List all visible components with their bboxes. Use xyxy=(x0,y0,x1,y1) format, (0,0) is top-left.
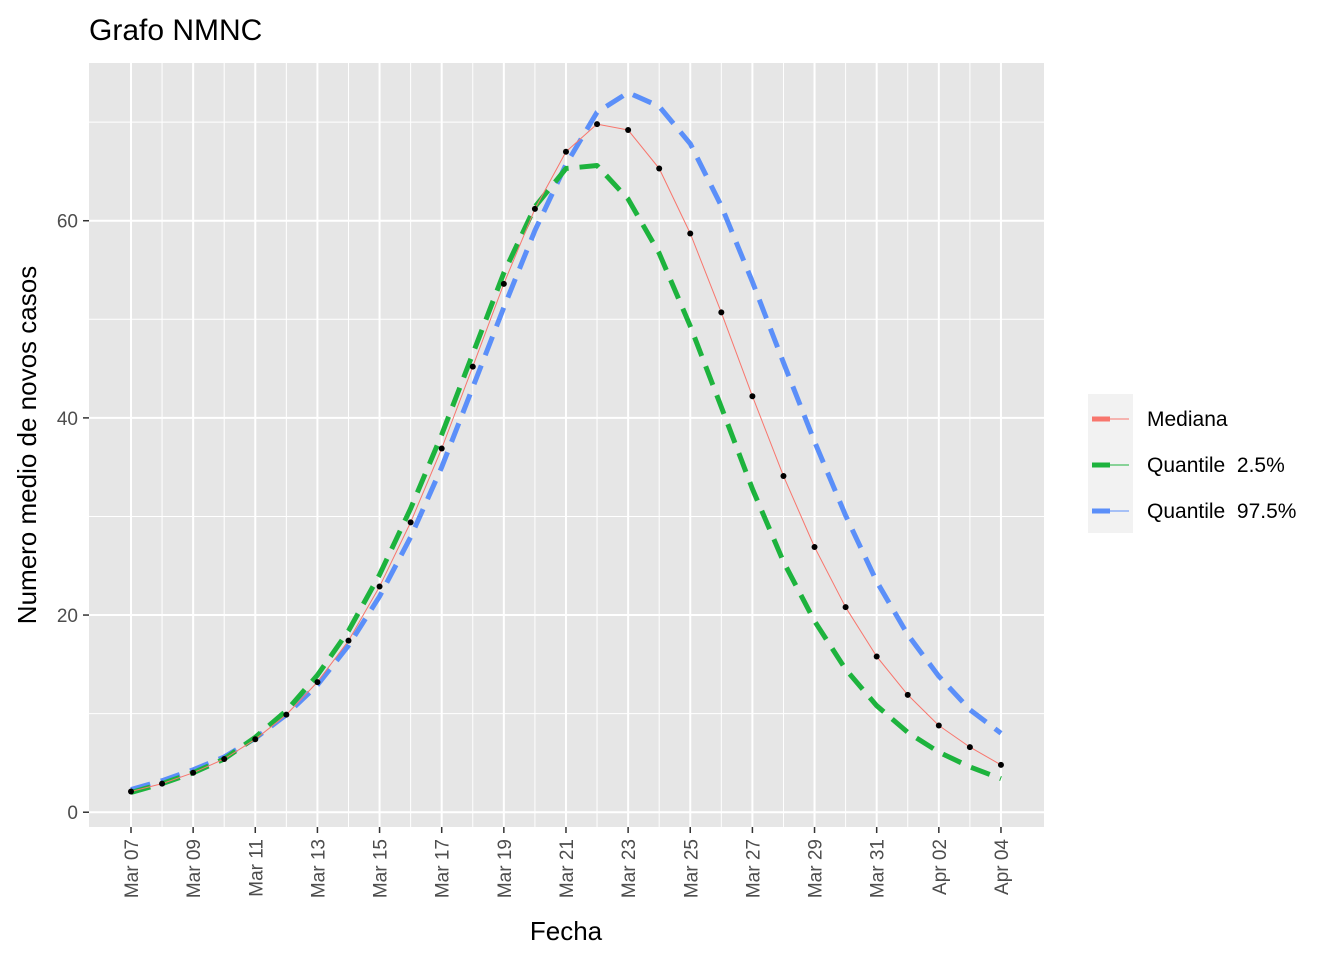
median-point xyxy=(997,761,1004,768)
median-point xyxy=(873,653,880,660)
median-point xyxy=(469,363,476,370)
x-tick-label: Mar 13 xyxy=(308,839,329,898)
y-tick-label: 0 xyxy=(67,803,78,824)
median-point xyxy=(438,445,445,452)
y-tick-label: 20 xyxy=(57,606,78,627)
y-axis-title: Numero medio de novos casos xyxy=(12,266,42,624)
median-point xyxy=(500,280,507,287)
x-axis: Mar 07 Mar 09 Mar 11 Mar 13 Mar 15 Mar 17 Mar … xyxy=(122,827,1013,898)
x-tick-label: Mar 19 xyxy=(495,839,516,898)
y-tick-label: 60 xyxy=(57,212,78,233)
median-point xyxy=(252,736,259,743)
x-tick-label: Mar 23 xyxy=(619,839,640,898)
median-point xyxy=(935,722,942,729)
median-point xyxy=(625,127,632,134)
x-tick-label: Apr 04 xyxy=(992,839,1013,895)
median-point xyxy=(190,769,197,776)
median-point xyxy=(407,519,414,526)
grid-major xyxy=(89,63,1044,827)
median-point xyxy=(811,544,818,551)
median-point xyxy=(718,309,725,316)
median-point xyxy=(966,744,973,751)
x-tick-label: Mar 15 xyxy=(371,839,392,898)
median-point xyxy=(749,393,756,400)
median-point xyxy=(221,755,228,762)
median-point xyxy=(345,637,352,644)
median-point xyxy=(842,604,849,611)
x-tick-label: Mar 27 xyxy=(743,839,764,898)
median-point xyxy=(562,148,569,155)
x-tick-label: Mar 07 xyxy=(122,839,143,898)
x-tick-label: Mar 11 xyxy=(246,839,267,897)
median-point xyxy=(656,165,663,172)
legend-label: Mediana xyxy=(1147,408,1228,431)
x-axis-title: Fecha xyxy=(530,916,603,946)
x-tick-label: Mar 31 xyxy=(868,839,889,898)
x-tick-label: Mar 25 xyxy=(681,839,702,898)
median-point xyxy=(128,788,134,795)
x-tick-label: Apr 02 xyxy=(930,839,951,895)
median-point xyxy=(314,679,321,686)
chart-title: Grafo NMNC xyxy=(89,14,262,47)
x-tick-label: Mar 17 xyxy=(433,839,454,898)
median-point xyxy=(376,583,383,590)
median-points xyxy=(128,121,1004,795)
median-point xyxy=(594,121,601,128)
series-line-quantile-2-5 xyxy=(130,163,1002,795)
y-tick-label: 40 xyxy=(57,409,78,430)
legend-label: Quantile 2.5% xyxy=(1147,454,1285,477)
x-tick-label: Mar 29 xyxy=(806,839,827,898)
legend-label: Quantile 97.5% xyxy=(1147,500,1296,523)
x-tick-label: Mar 21 xyxy=(557,839,578,898)
median-point xyxy=(283,711,290,718)
x-tick-label: Mar 09 xyxy=(184,839,205,898)
median-point xyxy=(159,780,166,787)
median-point xyxy=(904,691,911,698)
legend: Mediana Quantile 2.5% Quantile 97.5% xyxy=(1088,394,1296,533)
median-point xyxy=(780,473,787,480)
median-point xyxy=(687,230,694,237)
y-axis: 0 20 40 60 xyxy=(57,212,89,824)
median-point xyxy=(531,205,538,212)
